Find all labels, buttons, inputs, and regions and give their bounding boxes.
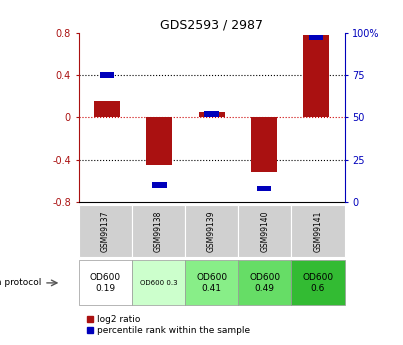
Text: OD600 0.3: OD600 0.3	[139, 280, 177, 286]
Bar	[94, 101, 120, 117]
Bar	[146, 117, 172, 165]
Text: GSM99140: GSM99140	[260, 210, 269, 252]
Bar	[100, 72, 114, 78]
Bar	[79, 205, 132, 257]
Legend: log2 ratio, percentile rank within the sample: log2 ratio, percentile rank within the s…	[83, 312, 253, 338]
Bar	[79, 260, 132, 305]
Bar	[204, 111, 219, 117]
Bar	[238, 205, 291, 257]
Title: GDS2593 / 2987: GDS2593 / 2987	[160, 19, 263, 32]
Bar	[291, 260, 345, 305]
Text: OD600
0.41: OD600 0.41	[196, 273, 227, 293]
Text: GSM99138: GSM99138	[154, 210, 163, 252]
Bar	[152, 182, 166, 188]
Text: GSM99137: GSM99137	[101, 210, 110, 252]
Bar	[185, 260, 238, 305]
Text: GSM99141: GSM99141	[314, 210, 322, 252]
Bar	[132, 205, 185, 257]
Bar	[251, 117, 277, 172]
Bar	[132, 260, 185, 305]
Text: OD600
0.49: OD600 0.49	[249, 273, 280, 293]
Bar	[303, 35, 329, 117]
Text: OD600
0.6: OD600 0.6	[302, 273, 334, 293]
Bar	[309, 35, 323, 40]
Text: OD600
0.19: OD600 0.19	[89, 273, 121, 293]
Bar	[185, 205, 238, 257]
Bar	[257, 186, 271, 191]
Text: GSM99139: GSM99139	[207, 210, 216, 252]
Bar	[199, 112, 224, 117]
Bar	[291, 205, 345, 257]
Bar	[238, 260, 291, 305]
Text: growth protocol: growth protocol	[0, 278, 42, 287]
